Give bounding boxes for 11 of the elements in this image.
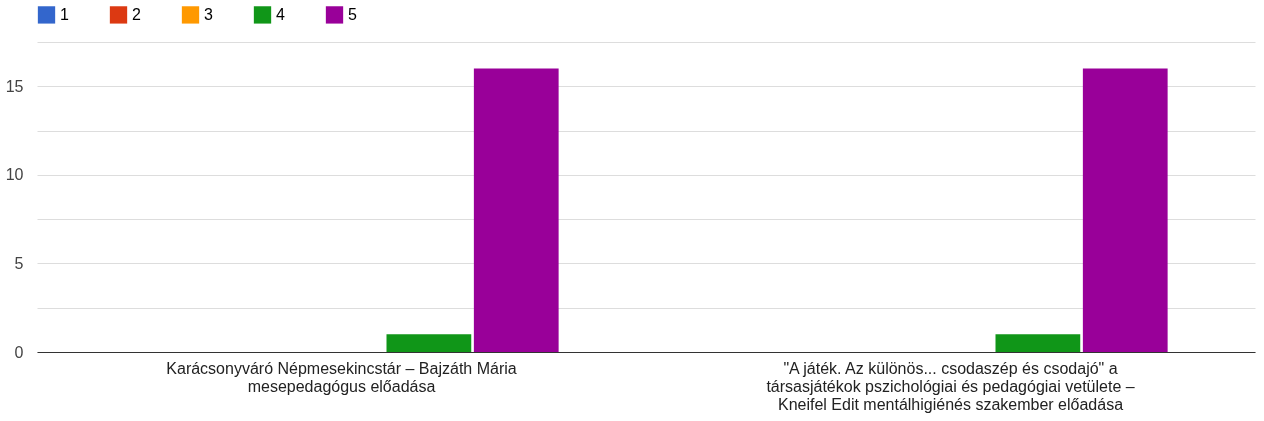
legend-label: 2 <box>132 5 141 23</box>
legend-label: 1 <box>60 5 69 23</box>
y-tick-label: 5 <box>14 254 24 272</box>
y-tick-label: 0 <box>14 343 24 361</box>
y-tick-label: 10 <box>5 166 24 184</box>
legend-label: 5 <box>348 5 357 23</box>
legend-label: 4 <box>276 5 285 23</box>
x-tick-label: Karácsonyváró Népmesekincstár – Bajzáth Mária mesepedagógus előadása <box>166 359 517 395</box>
x-tick-label: "A játék. Az különös... csodaszép és csodajó" a társasjátékok pszichológiai és pedagógiai vetülete – Kneifel Edit mentálhigiénés szakember előadása <box>766 359 1135 413</box>
legend-label: 3 <box>204 5 213 23</box>
y-tick-label: 15 <box>5 77 24 95</box>
